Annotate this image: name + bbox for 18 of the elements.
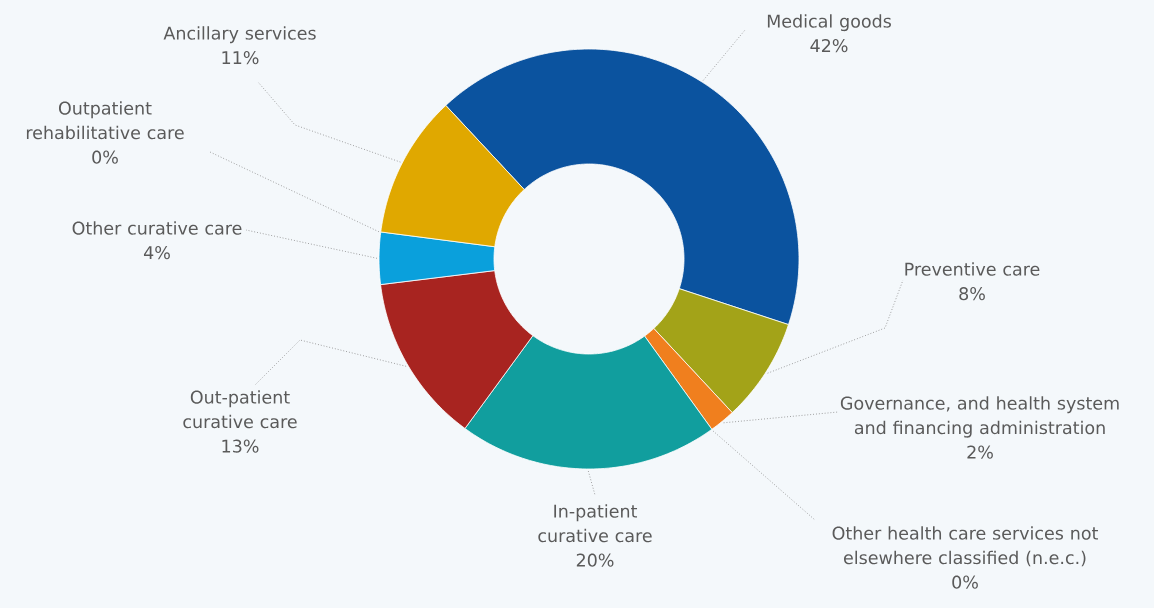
slice-label: In-patient curative care — [538, 504, 652, 543]
slice-label: Preventive care — [905, 262, 1040, 276]
slice-label: Governance, and health system and financing administration — [840, 396, 1119, 438]
data-label: 2% — [967, 445, 993, 459]
slice-label: Ancillary services — [163, 26, 316, 44]
slice-label: Medical goods — [767, 14, 891, 32]
category-label: Outpatient rehabilitative care — [26, 101, 184, 140]
slice-label: Out-patient curative care — [183, 390, 297, 429]
text: 0% — [952, 575, 978, 589]
text: 0% — [92, 150, 118, 164]
slice-label: Other curative care — [72, 221, 242, 235]
data-label: 4% — [143, 246, 170, 260]
data-label: 20% — [576, 553, 614, 567]
data-label: 42% — [810, 39, 848, 53]
data-label: 11% — [222, 51, 259, 65]
category-label: Other health care services not elsewhere classified (n.e.c.) — [832, 526, 1098, 567]
data-label: 13% — [222, 439, 259, 453]
data-label: 8% — [959, 287, 985, 301]
